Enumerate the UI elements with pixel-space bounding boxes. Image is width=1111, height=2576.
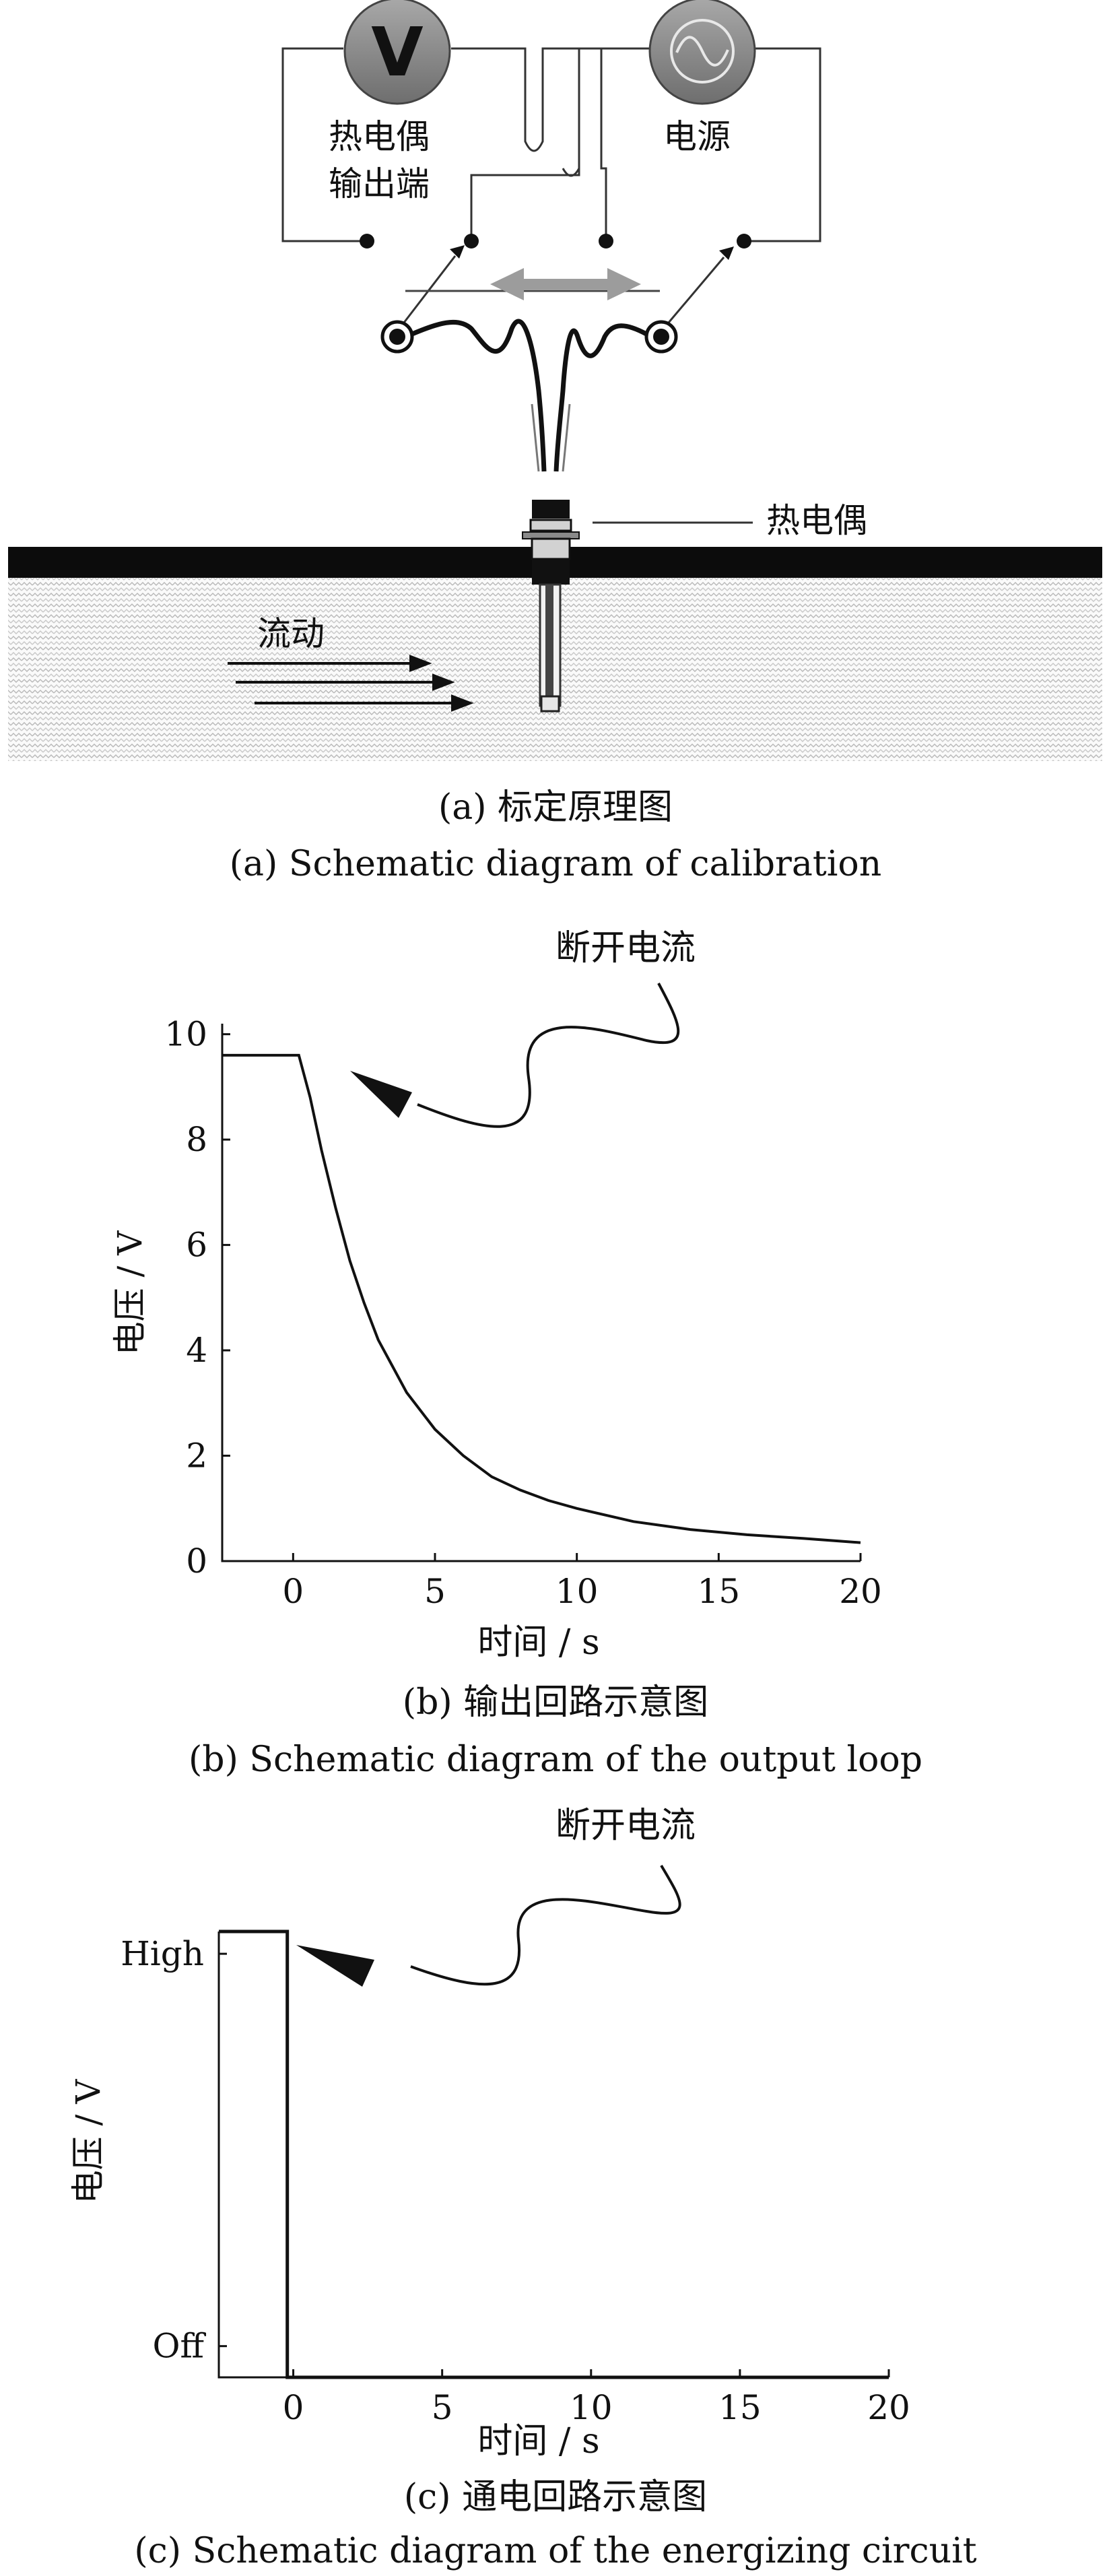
axis-lines	[221, 1024, 861, 1562]
caption-a-en: (a) Schematic diagram of calibration	[230, 844, 881, 884]
caption-a-cn: (a) 标定原理图	[438, 787, 673, 828]
x-tick-label: 20	[867, 2388, 910, 2427]
terminal-dot	[737, 234, 751, 249]
terminal-dot	[599, 234, 613, 249]
energizing-circuit-chart: 断开电流 0 5 10 15 20 Off High 电压 / V 时间 / s (c) 通…	[69, 1806, 977, 2571]
x-tick-label: 15	[718, 2388, 762, 2427]
thermocouple-label: 热电偶	[766, 501, 867, 540]
thermocouple-lead-left	[411, 319, 547, 472]
voltmeter-circuit-wire	[281, 47, 367, 242]
annotation-label: 断开电流	[556, 928, 696, 968]
flow-arrows	[228, 655, 474, 712]
ac-source-icon	[648, 0, 756, 105]
double-arrow-icon	[490, 268, 641, 300]
axis-lines	[217, 1931, 889, 2379]
switch-lever-left	[396, 255, 457, 332]
thermocouple-body	[522, 500, 580, 713]
x-tick-label: 5	[432, 2388, 453, 2427]
y-axis-label: 电压 / V	[69, 2079, 108, 2204]
terminal-dot	[360, 234, 374, 249]
switch-lever-right	[660, 257, 725, 332]
source-wire-drop	[470, 168, 580, 241]
annotation-squiggle	[410, 1864, 681, 1986]
annotation-arrowhead	[296, 1945, 374, 1987]
caption-b-en: (b) Schematic diagram of the output loop	[189, 1740, 922, 1780]
caption-c-en: (c) Schematic diagram of the energizing …	[134, 2531, 976, 2571]
y-tick-label: 6	[186, 1226, 207, 1265]
caption-c-cn: (c) 通电回路示意图	[404, 2477, 707, 2517]
thermocouple-output-label: 热电偶	[329, 117, 430, 156]
x-tick-label: 5	[424, 1572, 446, 1611]
y-tick-label: Off	[152, 2327, 206, 2366]
series-line	[222, 1053, 861, 1544]
calibration-schematic: 热电偶 V 热电偶 输出端 电源 流动 (a) 标定原理图 (a) Schema…	[8, 0, 1102, 884]
x-axis-label: 时间 / s	[477, 2421, 599, 2462]
x-axis-label: 时间 / s	[477, 1622, 599, 1663]
terminal-dot	[464, 234, 479, 249]
x-tick-label: 15	[698, 1572, 741, 1611]
y-tick-label: 8	[186, 1120, 207, 1159]
power-source-label: 电源	[663, 117, 731, 156]
flow-label: 流动	[257, 614, 325, 653]
x-tick-label: 10	[570, 2388, 613, 2427]
y-tick-label: 2	[186, 1436, 207, 1476]
annotation-squiggle	[417, 983, 680, 1128]
connection-post-right	[644, 320, 678, 354]
y-tick-label: 4	[186, 1331, 207, 1370]
annotation-label: 断开电流	[556, 1806, 696, 1846]
connection-post-left	[380, 320, 414, 354]
voltmeter-circuit-wire-right	[451, 47, 607, 241]
thermocouple-lead-right	[553, 323, 648, 472]
y-tick-label: 10	[164, 1015, 207, 1054]
voltmeter-icon: V	[343, 0, 451, 105]
x-tick-label: 0	[282, 1572, 304, 1611]
y-axis-label: 电压 / V	[110, 1230, 149, 1356]
svg-text:V: V	[371, 13, 423, 92]
series-line	[219, 1929, 889, 2379]
x-tick-label: 10	[556, 1572, 599, 1611]
switch-arrowhead-left	[450, 245, 465, 259]
y-tick-label: High	[121, 1934, 204, 1973]
annotation-arrowhead	[350, 1071, 412, 1118]
output-loop-chart: 断开电流 0 5 10 15 20 0 2 4 6 8 10 电压 / V 时间 / s (b) 输…	[110, 928, 922, 1780]
x-tick-label: 20	[839, 1572, 882, 1611]
x-tick-label: 0	[283, 2388, 304, 2427]
thermocouple-output-label: 输出端	[329, 164, 430, 203]
caption-b-cn: (b) 输出回路示意图	[403, 1682, 708, 1723]
switch-arrowhead-right	[719, 246, 734, 260]
y-tick-label: 0	[186, 1542, 207, 1581]
